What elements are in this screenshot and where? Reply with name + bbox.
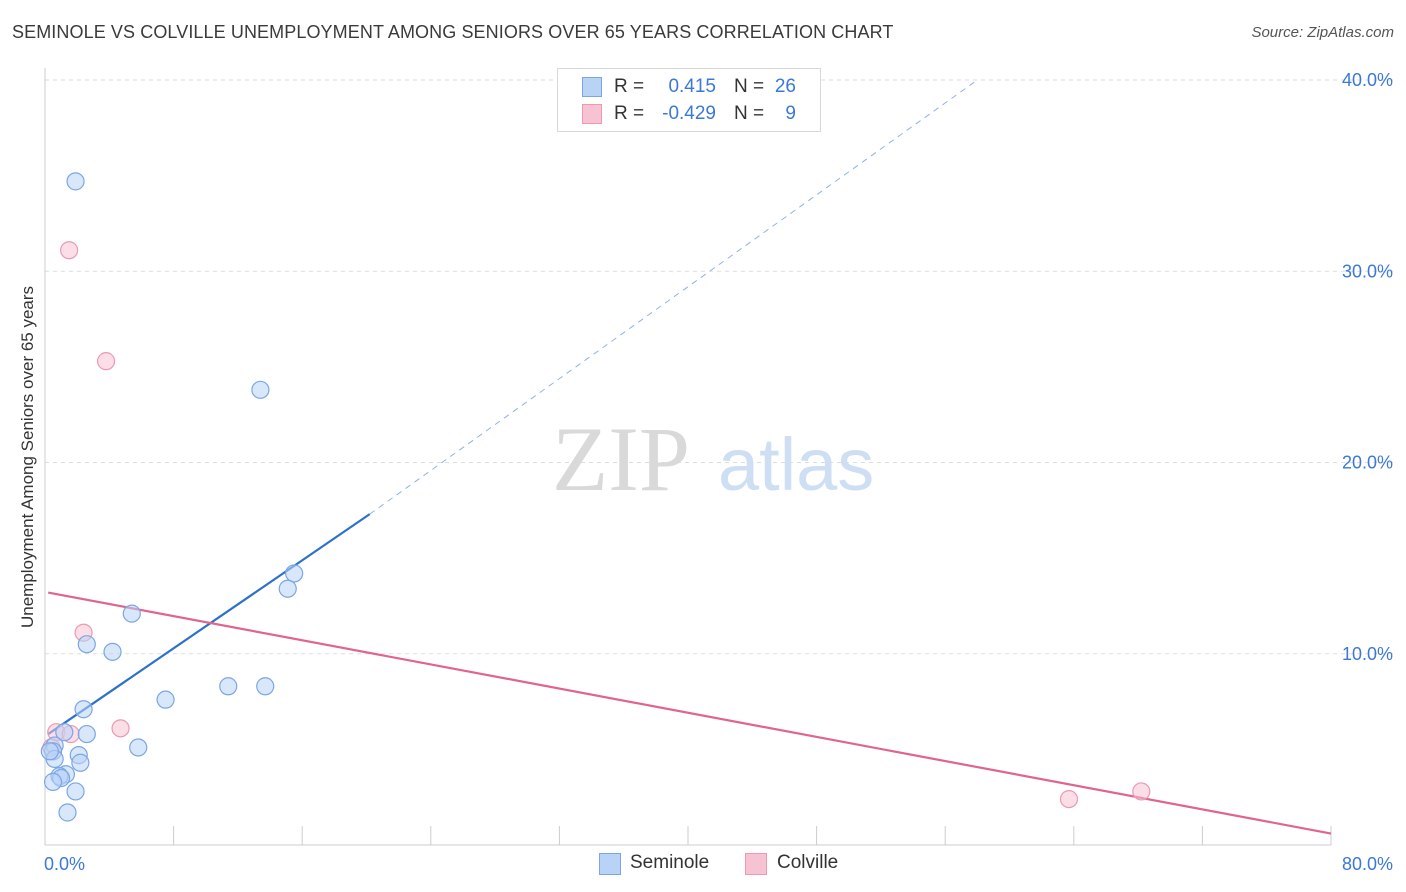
y-tick-label: 30.0%	[1342, 261, 1393, 281]
data-points	[40, 172, 1151, 822]
watermark: ZIP atlas	[552, 408, 874, 510]
y-axis-label: Unemployment Among Seniors over 65 years	[18, 286, 37, 628]
n-value: 26	[774, 76, 796, 97]
r-value: 0.415	[668, 76, 716, 97]
trend-lines	[47, 79, 1332, 835]
colville-point	[1059, 789, 1079, 809]
y-tick-label: 20.0%	[1342, 453, 1393, 473]
seminole-legend-swatch	[599, 853, 621, 875]
seminole-point	[256, 677, 275, 696]
seminole-point	[66, 172, 85, 191]
seminole-point	[251, 380, 270, 399]
x-tick-label: 0.0%	[44, 854, 85, 874]
seminole-point	[66, 782, 85, 801]
x-tick-label: 80.0%	[1342, 854, 1393, 874]
seminole-point	[40, 742, 59, 761]
axes	[44, 68, 1332, 846]
colville-trend-line	[48, 591, 1332, 835]
colville-swatch	[582, 104, 602, 124]
colville-point	[111, 719, 130, 738]
colville-legend-label: Colville	[777, 852, 839, 873]
seminole-trend-extension	[369, 79, 978, 515]
seminole-point	[71, 753, 90, 772]
seminole-point	[43, 772, 63, 791]
y-tick-label: 40.0%	[1342, 70, 1393, 90]
seminole-legend-label: Seminole	[630, 852, 710, 873]
seminole-point	[74, 700, 93, 719]
r-label: R =	[614, 103, 645, 124]
r-label: R =	[614, 76, 645, 97]
colville-point	[96, 352, 116, 371]
seminole-swatch	[582, 77, 602, 97]
watermark-zip: ZIP	[552, 408, 690, 510]
legend-row-seminole: R = 0.415 N = 26	[558, 74, 820, 100]
seminole-point	[55, 723, 74, 742]
seminole-trend-line	[47, 513, 371, 735]
colville-legend-swatch	[745, 853, 767, 875]
seminole-point	[278, 579, 297, 598]
legend-row-colville: R = -0.429 N = 9	[558, 101, 820, 127]
correlation-legend: R = 0.415 N = 26 R = -0.429 N = 9	[557, 68, 821, 132]
seminole-point	[103, 642, 122, 661]
tick-labels: 10.0% 20.0% 30.0% 40.0% 0.0% 80.0%	[44, 70, 1393, 874]
seminole-point	[77, 635, 96, 654]
seminole-point	[129, 738, 148, 757]
seminole-point	[219, 677, 238, 696]
colville-point	[60, 241, 79, 260]
seminole-point	[77, 724, 96, 744]
y-tick-label: 10.0%	[1342, 644, 1393, 664]
source-label: Source: ZipAtlas.com	[1251, 24, 1394, 41]
n-label: N =	[734, 103, 765, 124]
n-label: N =	[734, 76, 765, 97]
watermark-atlas: atlas	[718, 423, 874, 506]
colville-point	[1132, 782, 1151, 801]
seminole-point	[122, 604, 141, 623]
r-value: -0.429	[662, 103, 716, 124]
seminole-point	[58, 803, 77, 822]
seminole-point	[285, 564, 304, 583]
chart-title: SEMINOLE VS COLVILLE UNEMPLOYMENT AMONG …	[12, 22, 894, 42]
n-value: 9	[785, 103, 796, 124]
seminole-point	[156, 690, 175, 709]
gridlines	[45, 79, 1393, 655]
